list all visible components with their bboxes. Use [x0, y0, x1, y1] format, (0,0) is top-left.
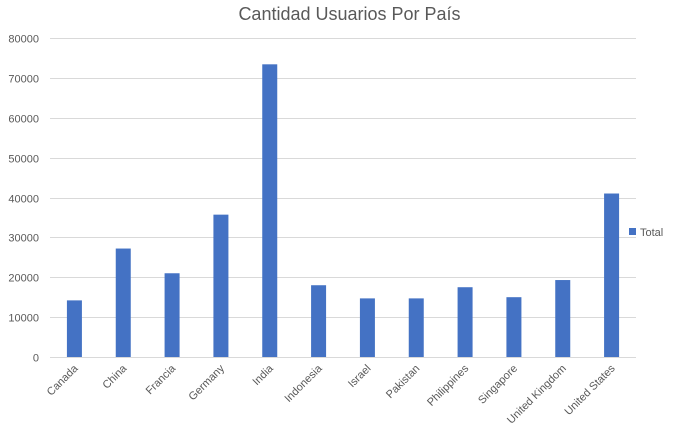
bar	[164, 273, 180, 357]
bar	[408, 298, 424, 357]
y-tick-label: 0	[33, 353, 39, 365]
y-tick-label: 50000	[8, 154, 39, 166]
bar	[506, 297, 522, 357]
bar	[311, 285, 327, 357]
x-tick-label: United States	[563, 362, 619, 418]
x-tick-label: Canada	[45, 362, 81, 398]
y-tick-label: 70000	[8, 74, 39, 86]
legend: Total	[629, 227, 663, 239]
y-axis-ticks: 0 10000 20000 30000 40000 50000 60000 70000 8000…	[8, 34, 39, 365]
x-tick-label: Indonesia	[282, 362, 325, 405]
chart-title: Cantidad Usuarios Por País	[238, 4, 461, 24]
x-axis-ticks: Canada China Francia Germany India Indonesia I…	[45, 362, 618, 426]
bar	[66, 300, 82, 357]
bar	[115, 248, 131, 357]
legend-label: Total	[640, 227, 663, 239]
y-tick-label: 60000	[8, 114, 39, 126]
x-tick-label: Philippines	[425, 362, 471, 408]
gridlines	[50, 38, 636, 358]
x-tick-label: Pakistan	[384, 363, 422, 401]
x-tick-label: China	[101, 362, 130, 391]
y-tick-label: 80000	[8, 34, 39, 46]
y-tick-label: 20000	[8, 273, 39, 285]
x-tick-label: Francia	[144, 362, 179, 397]
y-tick-label: 30000	[8, 233, 39, 245]
bar	[262, 64, 278, 357]
x-tick-label: Israel	[346, 363, 374, 391]
x-tick-label: Germany	[187, 362, 228, 403]
bars	[66, 64, 620, 357]
x-tick-label: India	[251, 362, 277, 388]
y-tick-label: 40000	[8, 194, 39, 206]
y-tick-label: 10000	[8, 313, 39, 325]
legend-swatch	[629, 228, 636, 235]
bar	[604, 193, 620, 357]
bar	[359, 298, 375, 357]
bar	[555, 280, 571, 357]
bar	[213, 214, 229, 357]
bar	[457, 287, 473, 357]
x-tick-label: Singapore	[476, 363, 520, 407]
